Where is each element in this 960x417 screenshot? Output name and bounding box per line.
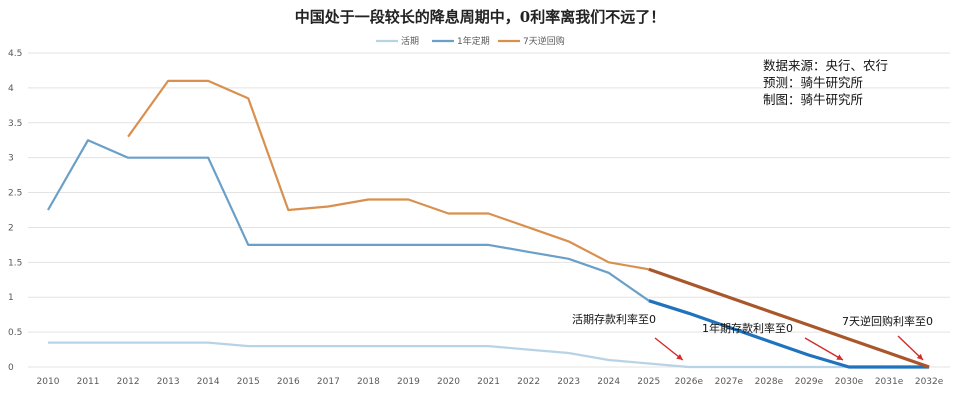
legend-label-1y-deposit: 1年定期 bbox=[457, 35, 490, 47]
x-tick-label: 2022 bbox=[517, 377, 540, 387]
x-tick-label: 2012 bbox=[117, 377, 140, 387]
annotation-current-to-zero: 活期存款利率至0 bbox=[572, 312, 656, 326]
x-tick-label: 2030e bbox=[835, 377, 864, 387]
y-tick-label: 0.5 bbox=[8, 328, 22, 338]
source-notes: 数据来源：央行、农行 预测：骑牛研究所 制图：骑牛研究所 bbox=[763, 58, 888, 107]
x-axis: 2010 2011 2012 2013 2014 2015 2016 2017 2018 2019… bbox=[37, 377, 944, 387]
y-tick-label: 1.5 bbox=[8, 258, 22, 268]
x-tick-label: 2029e bbox=[795, 377, 824, 387]
x-tick-label: 2018 bbox=[357, 377, 380, 387]
x-tick-label: 2010 bbox=[37, 377, 60, 387]
series-line-1 bbox=[47, 139, 650, 302]
legend-item-1y-deposit: 1年定期 bbox=[432, 35, 490, 47]
series-line-2 bbox=[127, 79, 649, 271]
y-tick-label: 0 bbox=[8, 363, 14, 373]
x-tick-label: 2017 bbox=[317, 377, 340, 387]
x-tick-label: 2023 bbox=[557, 377, 580, 387]
x-tick-label: 2015 bbox=[237, 377, 260, 387]
annotation-1y-to-zero: 1年期存款利率至0 bbox=[702, 321, 793, 335]
x-tick-label: 2013 bbox=[157, 377, 180, 387]
y-tick-label: 2 bbox=[8, 223, 14, 233]
x-tick-label: 2011 bbox=[77, 377, 100, 387]
x-tick-label: 2027e bbox=[715, 377, 744, 387]
y-axis: 0 0.5 1 1.5 2 2.5 3 3.5 4 4.5 bbox=[8, 49, 22, 373]
legend-label-current: 活期 bbox=[401, 35, 419, 47]
note-made-by: 制图：骑牛研究所 bbox=[763, 92, 863, 107]
y-tick-label: 3 bbox=[8, 154, 14, 164]
series-projection-2 bbox=[648, 267, 930, 369]
x-tick-label: 2021 bbox=[477, 377, 500, 387]
note-source: 数据来源：央行、农行 bbox=[763, 58, 888, 73]
legend-item-current: 活期 bbox=[376, 35, 419, 47]
annotations: 活期存款利率至0 1年期存款利率至0 7天逆回购利率至0 bbox=[572, 312, 933, 361]
chart-title: 中国处于一段较长的降息周期中，0利率离我们不远了！ bbox=[295, 8, 665, 26]
legend: 活期 1年定期 7天逆回购 bbox=[376, 35, 565, 47]
y-tick-label: 3.5 bbox=[8, 119, 22, 129]
annotation-arrow bbox=[897, 335, 924, 361]
x-tick-label: 2016 bbox=[277, 377, 300, 387]
x-tick-label: 2028e bbox=[755, 377, 784, 387]
note-forecast: 预测：骑牛研究所 bbox=[763, 75, 863, 90]
legend-item-7d-reverse-repo: 7天逆回购 bbox=[498, 35, 565, 47]
y-tick-label: 1 bbox=[8, 293, 14, 303]
y-tick-label: 4 bbox=[8, 84, 14, 94]
y-tick-label: 4.5 bbox=[8, 49, 22, 59]
x-tick-label: 2024 bbox=[597, 377, 620, 387]
annotation-arrow bbox=[654, 337, 684, 361]
series-lines bbox=[47, 79, 930, 369]
x-tick-label: 2026e bbox=[675, 377, 704, 387]
y-tick-label: 2.5 bbox=[8, 189, 22, 199]
x-tick-label: 2031e bbox=[875, 377, 904, 387]
x-tick-label: 2025 bbox=[637, 377, 660, 387]
x-tick-label: 2019 bbox=[397, 377, 420, 387]
legend-label-7d-reverse-repo: 7天逆回购 bbox=[523, 35, 565, 47]
x-tick-label: 2014 bbox=[197, 377, 220, 387]
x-tick-label: 2020 bbox=[437, 377, 460, 387]
series-projection-1 bbox=[648, 299, 930, 369]
x-tick-label: 2032e bbox=[915, 377, 944, 387]
annotation-arrow bbox=[804, 337, 844, 361]
series-line-0 bbox=[48, 341, 930, 369]
annotation-7d-to-zero: 7天逆回购利率至0 bbox=[842, 314, 933, 328]
